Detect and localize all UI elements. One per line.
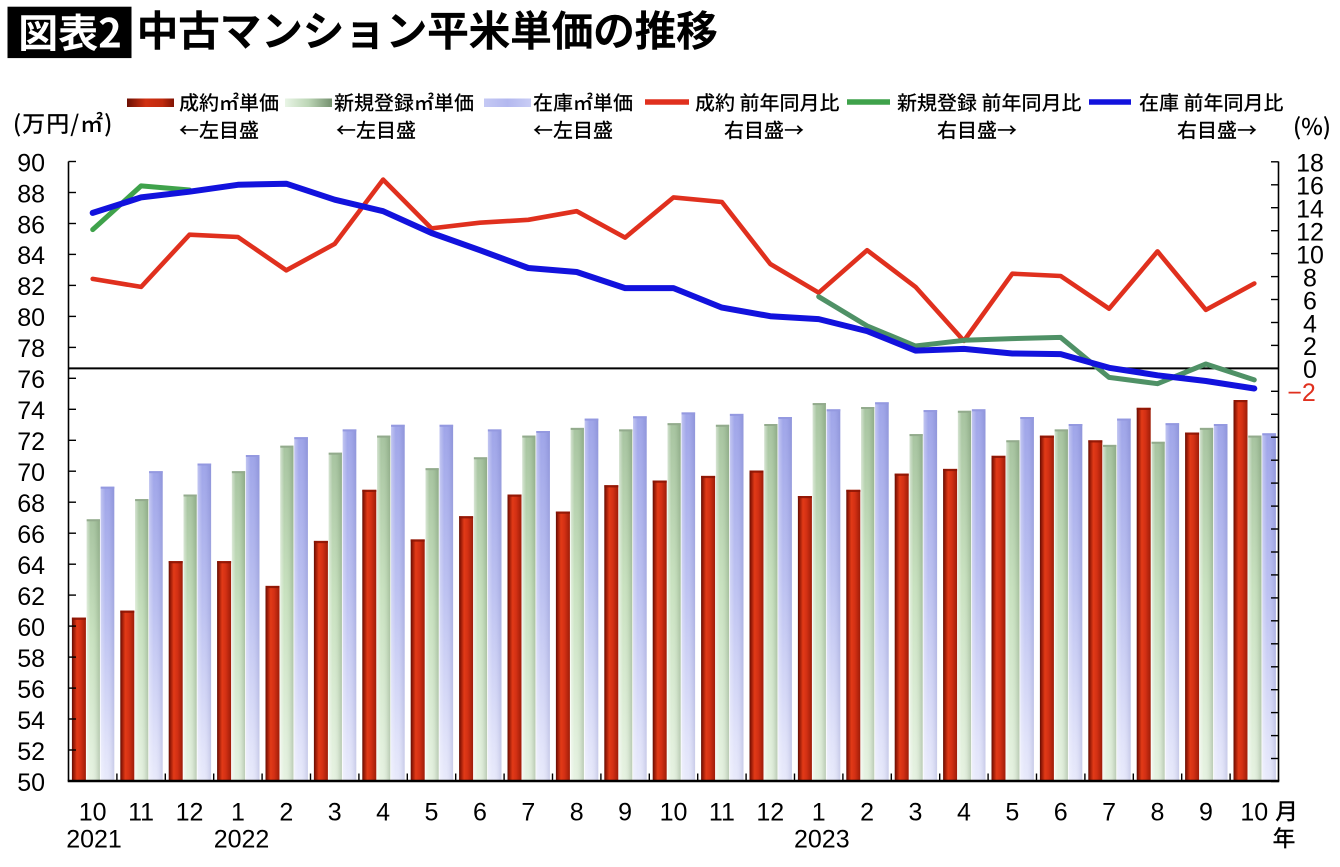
svg-text:2: 2	[279, 799, 293, 827]
svg-text:76: 76	[17, 366, 45, 394]
svg-text:80: 80	[17, 304, 45, 332]
svg-text:74: 74	[17, 397, 45, 425]
svg-text:7: 7	[1102, 799, 1116, 827]
svg-text:4: 4	[1303, 310, 1317, 338]
svg-text:5: 5	[1005, 799, 1019, 827]
svg-text:−2: −2	[1287, 379, 1316, 407]
svg-text:84: 84	[17, 242, 45, 270]
svg-text:2021: 2021	[66, 826, 122, 854]
svg-text:70: 70	[17, 459, 45, 487]
svg-text:8: 8	[1303, 264, 1317, 292]
svg-text:6: 6	[1303, 287, 1317, 315]
svg-text:2: 2	[1303, 333, 1317, 361]
svg-text:52: 52	[17, 738, 45, 766]
svg-text:8: 8	[570, 799, 584, 827]
svg-text:72: 72	[17, 428, 45, 456]
svg-text:12: 12	[176, 799, 204, 827]
svg-text:8: 8	[1151, 799, 1165, 827]
svg-text:9: 9	[1199, 799, 1213, 827]
svg-text:12: 12	[1296, 219, 1324, 247]
svg-text:1: 1	[231, 799, 245, 827]
svg-text:2023: 2023	[794, 826, 850, 854]
svg-text:11: 11	[128, 799, 154, 827]
svg-text:88: 88	[17, 180, 45, 208]
svg-text:11: 11	[709, 799, 735, 827]
svg-text:14: 14	[1296, 196, 1324, 224]
svg-text:18: 18	[1296, 150, 1324, 178]
svg-text:12: 12	[756, 799, 784, 827]
svg-text:16: 16	[1296, 173, 1324, 201]
svg-text:10: 10	[660, 799, 688, 827]
svg-text:9: 9	[618, 799, 632, 827]
svg-text:3: 3	[909, 799, 923, 827]
svg-text:3: 3	[328, 799, 342, 827]
svg-text:64: 64	[17, 552, 45, 580]
svg-text:0: 0	[1303, 356, 1317, 384]
svg-text:56: 56	[17, 676, 45, 704]
svg-text:10: 10	[1240, 799, 1268, 827]
svg-text:2022: 2022	[214, 826, 270, 854]
svg-text:6: 6	[1054, 799, 1068, 827]
svg-text:86: 86	[17, 211, 45, 239]
svg-text:78: 78	[17, 335, 45, 363]
svg-text:82: 82	[17, 273, 45, 301]
svg-text:90: 90	[17, 149, 45, 177]
svg-text:60: 60	[17, 614, 45, 642]
svg-text:4: 4	[376, 799, 390, 827]
svg-text:10: 10	[79, 799, 107, 827]
svg-text:7: 7	[521, 799, 535, 827]
svg-text:1: 1	[812, 799, 826, 827]
svg-text:10: 10	[1296, 241, 1324, 269]
svg-text:6: 6	[473, 799, 487, 827]
svg-text:5: 5	[425, 799, 439, 827]
svg-text:50: 50	[17, 769, 45, 797]
svg-text:66: 66	[17, 521, 45, 549]
svg-text:54: 54	[17, 707, 45, 735]
svg-text:4: 4	[957, 799, 971, 827]
svg-text:58: 58	[17, 645, 45, 673]
svg-text:68: 68	[17, 490, 45, 518]
svg-text:2: 2	[860, 799, 874, 827]
svg-text:62: 62	[17, 583, 45, 611]
